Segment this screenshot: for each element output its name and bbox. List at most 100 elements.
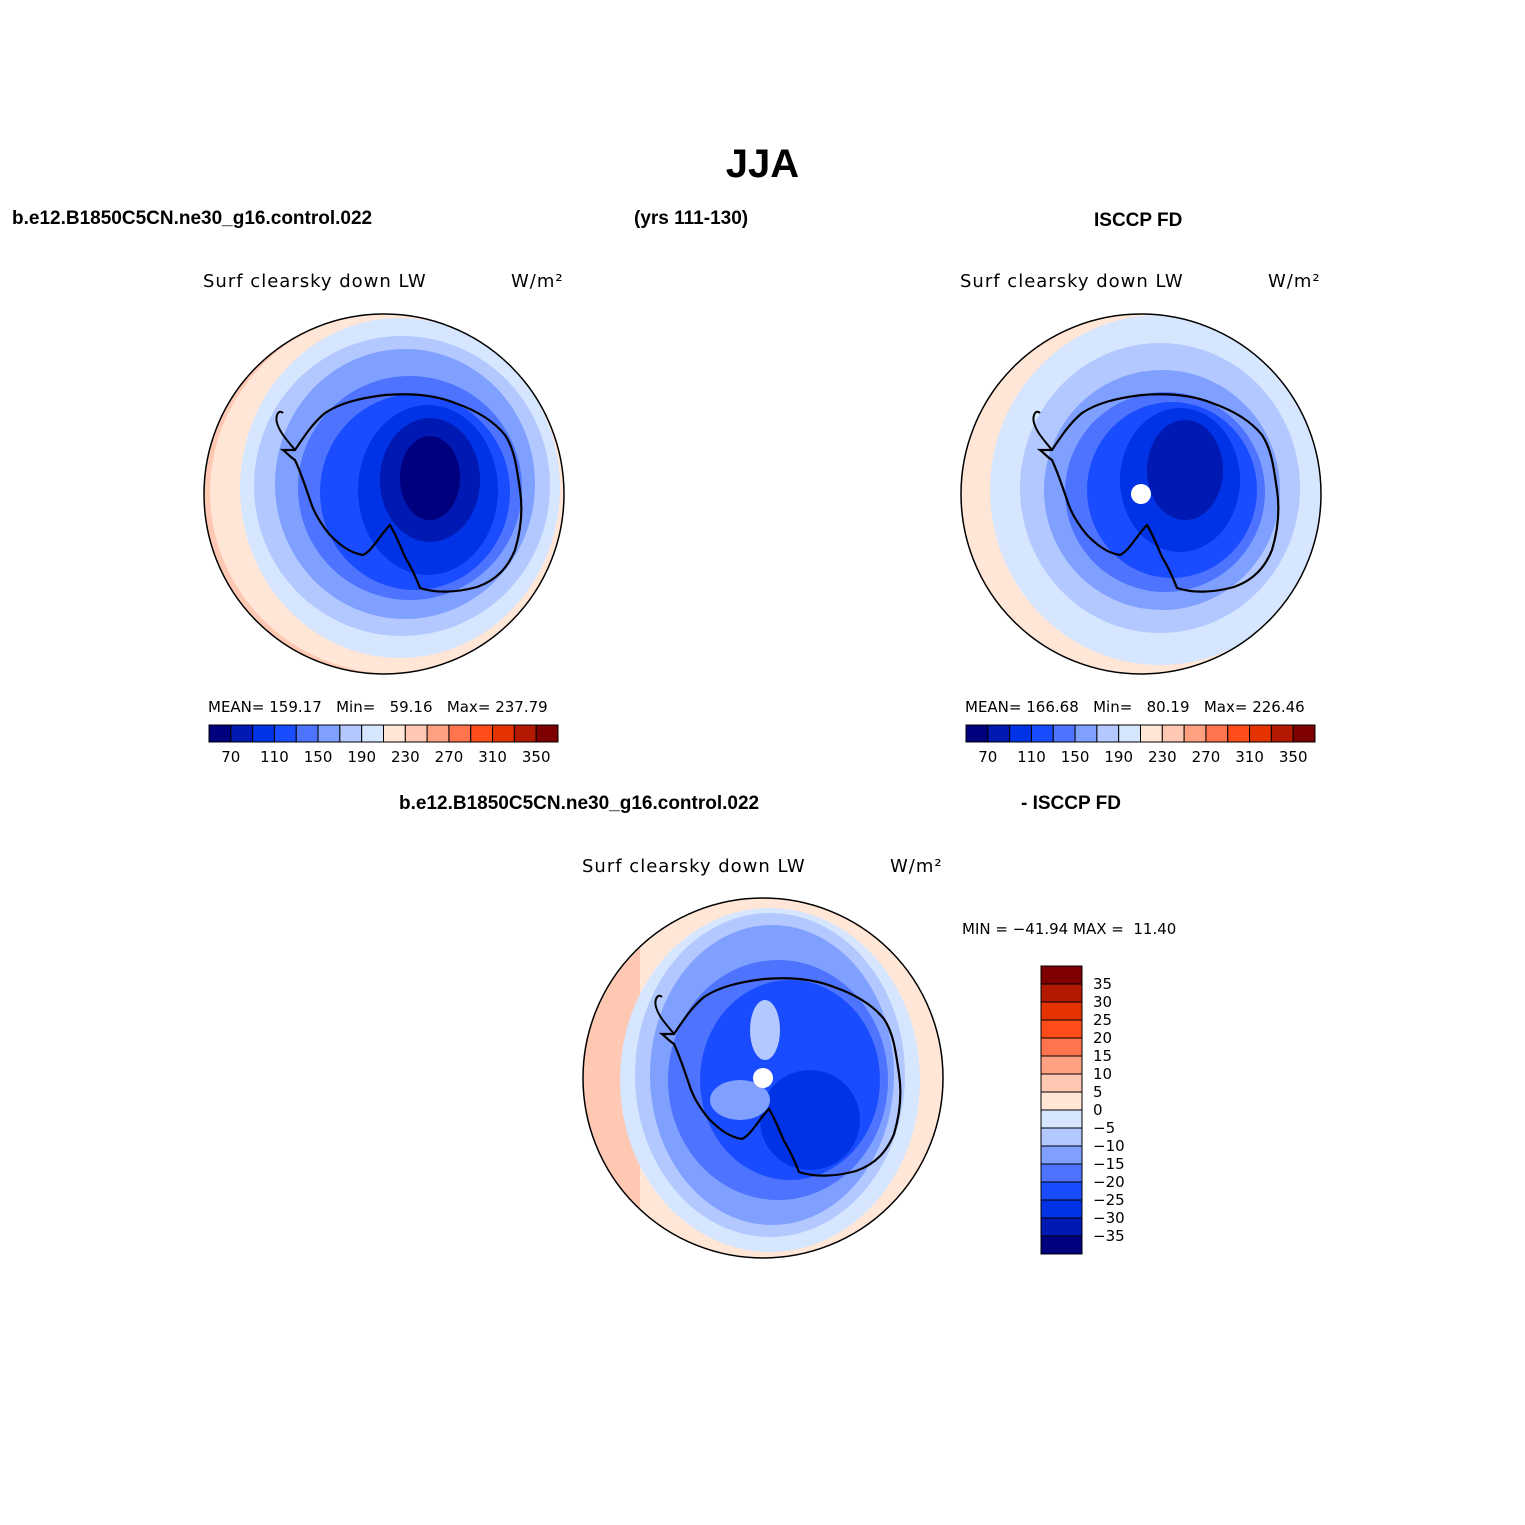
- colorbar-swatch: [1040, 1181, 1083, 1201]
- diff-map-border: [582, 897, 944, 1259]
- colorbar-tick-label: 0: [1093, 1101, 1103, 1119]
- mean-label: MEAN=: [965, 698, 1022, 716]
- colorbar-swatch: [1040, 1235, 1083, 1255]
- colorbar-tick-label: −15: [1093, 1155, 1125, 1173]
- diff-units-label: W/m²: [890, 856, 943, 877]
- colorbar-swatch: [252, 724, 275, 743]
- colorbar-tick-label: 70: [221, 748, 240, 766]
- diff-variable-label: Surf clearsky down LW: [582, 856, 806, 877]
- colorbar-tick-label: 350: [1279, 748, 1308, 766]
- colorbar-swatch: [1040, 1055, 1083, 1075]
- colorbar-swatch: [1140, 724, 1163, 743]
- colorbar-tick-label: 190: [1104, 748, 1133, 766]
- max-label: Max=: [446, 698, 491, 716]
- colorbar-swatch: [1118, 724, 1141, 743]
- colorbar-tick-label: 10: [1093, 1065, 1112, 1083]
- colorbar-tick-label: 15: [1093, 1047, 1112, 1065]
- colorbar-tick-label: 5: [1093, 1083, 1103, 1101]
- colorbar-swatch: [230, 724, 254, 743]
- diff-case-name-label: b.e12.B1850C5CN.ne30_g16.control.022: [399, 793, 760, 814]
- colorbar-swatch: [513, 724, 537, 743]
- colorbar-swatch: [208, 724, 232, 743]
- colorbar-swatch: [1040, 1073, 1083, 1093]
- colorbar-tick-label: 20: [1093, 1029, 1112, 1047]
- max-value: 11.40: [1133, 920, 1177, 938]
- colorbar-swatch: [1161, 724, 1185, 743]
- colorbar-tick-label: 190: [347, 748, 376, 766]
- colorbar-tick-label: −10: [1093, 1137, 1125, 1155]
- colorbar-tick-label: 350: [522, 748, 551, 766]
- colorbar-swatch: [361, 724, 384, 743]
- colorbar-tick-label: 270: [1192, 748, 1221, 766]
- diff-minus-label: - ISCCP FD: [1021, 793, 1121, 814]
- colorbar-tick-label: −30: [1093, 1209, 1125, 1227]
- obs-stats: MEAN= 166.68 Min= 80.19 Max= 226.46: [965, 698, 1305, 716]
- colorbar-tick-label: 150: [1061, 748, 1090, 766]
- min-label: MIN =: [962, 920, 1008, 938]
- colorbar-tick-label: 35: [1093, 975, 1112, 993]
- colorbar-swatch: [1040, 1091, 1083, 1111]
- obs-units-label: W/m²: [1268, 271, 1321, 292]
- max-label: Max=: [1203, 698, 1248, 716]
- colorbar-swatch: [1249, 724, 1272, 743]
- model-map: [204, 314, 564, 674]
- diff-map: [583, 898, 943, 1258]
- colorbar-swatch: [965, 724, 989, 743]
- colorbar-swatch: [1040, 1163, 1083, 1183]
- colorbar-swatch: [1040, 965, 1083, 985]
- colorbar-swatch: [492, 724, 515, 743]
- colorbar-swatch: [295, 724, 319, 743]
- model-variable-label: Surf clearsky down LW: [203, 271, 427, 292]
- colorbar-tick-label: 230: [391, 748, 420, 766]
- obs-name-label: ISCCP FD: [1094, 210, 1183, 231]
- obs-pole-mask: [1131, 484, 1151, 504]
- colorbar-swatch: [470, 724, 494, 743]
- obs-colorbar: 70 110 150 190 230 270 310 350: [965, 724, 1316, 766]
- min-value: −41.94: [1012, 920, 1069, 938]
- obs-map-border: [960, 313, 1322, 675]
- min-label: Min=: [1093, 698, 1133, 716]
- colorbar-tick-label: −25: [1093, 1191, 1125, 1209]
- years-label: (yrs 111-130): [634, 208, 749, 229]
- colorbar-tick-label: −35: [1093, 1227, 1125, 1245]
- colorbar-swatch: [426, 724, 450, 743]
- colorbar-swatch: [1096, 724, 1120, 743]
- colorbar-tick-label: 270: [435, 748, 464, 766]
- colorbar-tick-label: 110: [260, 748, 289, 766]
- colorbar-swatch: [1040, 1127, 1083, 1147]
- colorbar-swatch: [448, 724, 472, 743]
- colorbar-swatch: [1074, 724, 1098, 743]
- mean-value: 159.17: [269, 698, 322, 716]
- colorbar-swatch: [1270, 724, 1294, 743]
- colorbar-swatch: [1052, 724, 1076, 743]
- colorbar-swatch: [987, 724, 1011, 743]
- colorbar-swatch: [1040, 1199, 1083, 1219]
- colorbar-tick-label: −20: [1093, 1173, 1125, 1191]
- colorbar-swatch: [273, 724, 297, 743]
- diff-pole-mask: [753, 1068, 773, 1088]
- colorbar-swatch: [404, 724, 428, 743]
- mean-label: MEAN=: [208, 698, 265, 716]
- colorbar-swatch: [535, 724, 559, 743]
- colorbar-tick-label: 110: [1017, 748, 1046, 766]
- mean-value: 166.68: [1026, 698, 1079, 716]
- model-colorbar: 70 110 150 190 230 270 310 350: [208, 724, 559, 766]
- colorbar-swatch: [1227, 724, 1251, 743]
- colorbar-swatch: [1040, 983, 1083, 1003]
- colorbar-swatch: [1040, 1109, 1083, 1129]
- diff-stats: MIN = −41.94 MAX = 11.40: [962, 920, 1176, 938]
- colorbar-swatch: [1205, 724, 1229, 743]
- colorbar-swatch: [1040, 1145, 1083, 1165]
- model-map-border: [203, 313, 565, 675]
- colorbar-tick-label: 30: [1093, 993, 1112, 1011]
- colorbar-tick-label: −5: [1093, 1119, 1115, 1137]
- colorbar-swatch: [339, 724, 363, 743]
- colorbar-swatch: [317, 724, 341, 743]
- model-stats: MEAN= 159.17 Min= 59.16 Max= 237.79: [208, 698, 548, 716]
- min-value: 80.19: [1146, 698, 1190, 716]
- colorbar-swatch: [1040, 1001, 1083, 1021]
- colorbar-swatch: [1040, 1217, 1083, 1237]
- obs-map: [961, 314, 1321, 674]
